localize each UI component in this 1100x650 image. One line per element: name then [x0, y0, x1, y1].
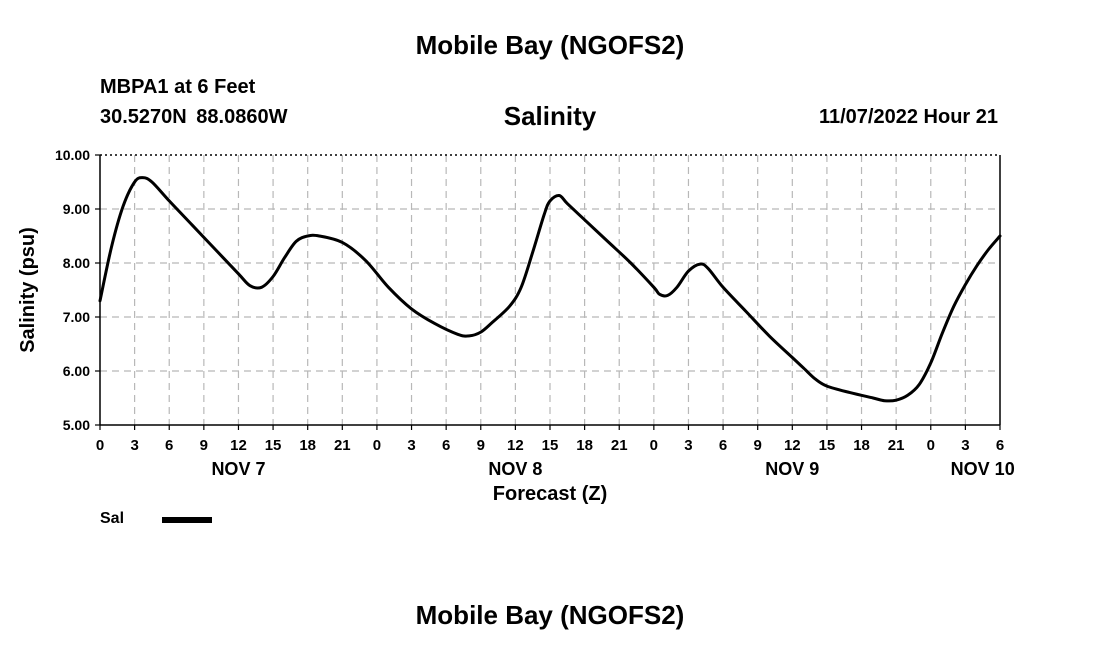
y-tick-label: 5.00	[63, 417, 90, 433]
x-tick-label: 12	[230, 437, 247, 454]
y-tick-label: 10.00	[55, 147, 90, 163]
y-tick-label: 8.00	[63, 255, 90, 271]
x-tick-label: 9	[754, 437, 762, 454]
day-label: NOV 9	[765, 459, 819, 479]
y-tick-label: 9.00	[63, 201, 90, 217]
x-tick-label: 18	[853, 437, 870, 454]
legend-swatch	[162, 517, 212, 523]
x-tick-label: 3	[407, 437, 415, 454]
x-tick-label: 21	[888, 437, 905, 454]
x-tick-label: 15	[542, 437, 559, 454]
axes	[95, 154, 1001, 430]
x-tick-label: 0	[927, 437, 935, 454]
tick-labels: 0 3 6 9 12 15 18 21 0 3 6 9 12 15 18 21 0 3 6 9 12 15 18 21 0 3 6 5…	[17, 147, 1015, 505]
x-tick-label: 6	[442, 437, 450, 454]
x-tick-label: 15	[819, 437, 836, 454]
x-tick-label: 6	[165, 437, 173, 454]
x-tick-label: 12	[784, 437, 801, 454]
series	[98, 176, 1002, 403]
day-label: NOV 8	[488, 459, 542, 479]
x-tick-label: 6	[719, 437, 727, 454]
series-line-sal	[98, 176, 1002, 403]
x-tick-label: 21	[611, 437, 628, 454]
x-axis-label: Forecast (Z)	[493, 483, 607, 505]
y-tick-label: 6.00	[63, 363, 90, 379]
x-tick-label: 3	[684, 437, 692, 454]
x-tick-label: 18	[576, 437, 593, 454]
x-tick-label: 21	[334, 437, 351, 454]
y-tick-label: 7.00	[63, 309, 90, 325]
station-label: MBPA1 at 6 Feet	[100, 76, 256, 98]
x-tick-label: 0	[373, 437, 381, 454]
x-tick-label: 15	[265, 437, 282, 454]
x-tick-label: 0	[650, 437, 658, 454]
legend-label: Sal	[100, 510, 125, 527]
x-tick-label: 3	[961, 437, 969, 454]
x-tick-label: 9	[200, 437, 208, 454]
grid	[100, 155, 1000, 425]
x-tick-label: 3	[130, 437, 138, 454]
day-label: NOV 10	[951, 459, 1015, 479]
x-tick-label: 12	[507, 437, 524, 454]
station-coordinates: 30.5270N 88.0860W	[100, 106, 288, 128]
day-label: NOV 7	[211, 459, 265, 479]
footer-title: Mobile Bay (NGOFS2)	[415, 600, 685, 630]
chart-title: Salinity	[503, 101, 597, 131]
x-tick-label: 6	[996, 437, 1004, 454]
x-tick-label: 0	[96, 437, 104, 454]
y-axis-label: Salinity (psu)	[17, 227, 39, 353]
forecast-timestamp: 11/07/2022 Hour 21	[818, 106, 998, 128]
x-tick-label: 9	[477, 437, 485, 454]
x-tick-label: 18	[299, 437, 316, 454]
page-title: Mobile Bay (NGOFS2)	[415, 30, 685, 60]
